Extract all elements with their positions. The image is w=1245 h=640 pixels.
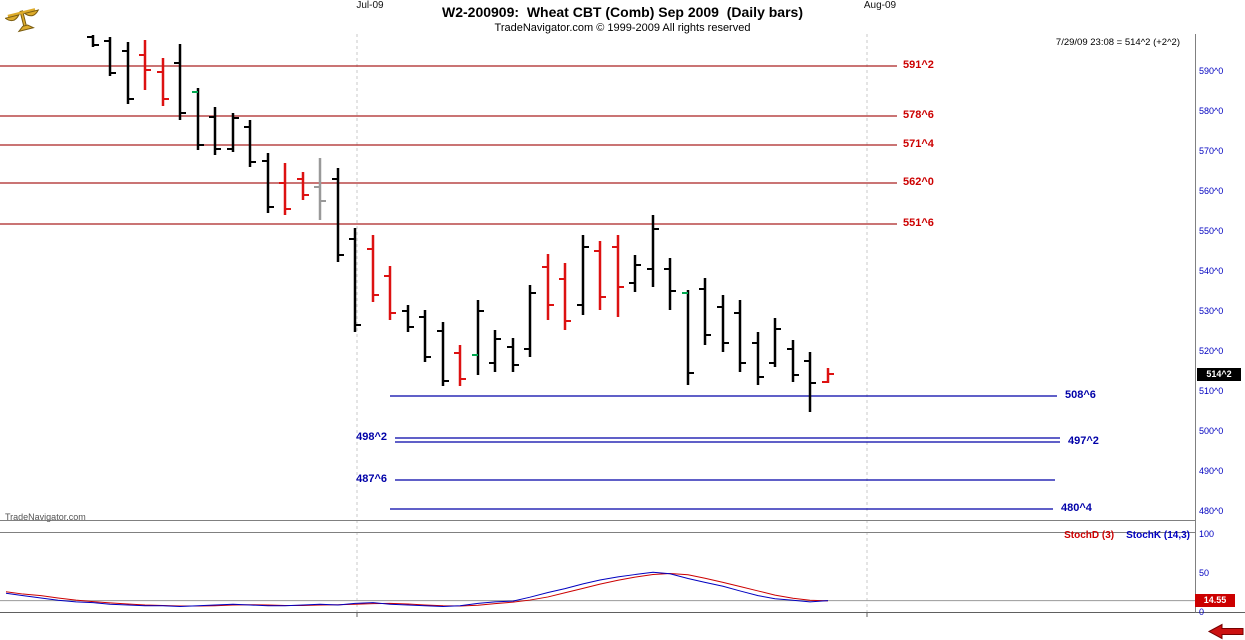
copyright-subtitle: TradeNavigator.com © 1999-2009 All right… bbox=[494, 22, 751, 34]
scroll-left-arrow-icon[interactable] bbox=[1207, 623, 1245, 640]
stoch-d-line bbox=[5, 573, 829, 607]
last-quote-readout: 7/29/09 23:08 = 514^2 (+2^2) bbox=[1055, 37, 1180, 48]
watermark: TradeNavigator.com bbox=[5, 512, 86, 522]
stoch-value-badge: 14.55 bbox=[1195, 594, 1235, 607]
chart-title: W2-200909: Wheat CBT (Comb) Sep 2009 (Da… bbox=[442, 4, 803, 20]
scales-icon bbox=[5, 8, 40, 33]
last-price-badge: 514^2 bbox=[1197, 368, 1241, 381]
stoch-d-legend-label: StochD (3) bbox=[1064, 530, 1115, 541]
stoch-k-legend-label: StochK (14,3) bbox=[1126, 530, 1190, 541]
stoch-k-line bbox=[5, 571, 829, 608]
stochastic-legend: StochD (3) StochK (14,3) bbox=[1064, 530, 1190, 541]
